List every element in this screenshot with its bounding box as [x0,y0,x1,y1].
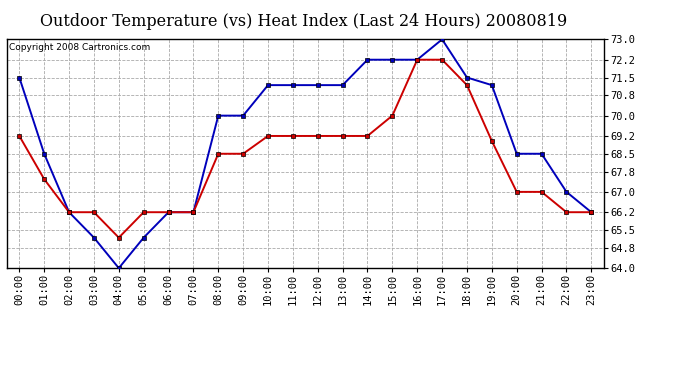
Text: Outdoor Temperature (vs) Heat Index (Last 24 Hours) 20080819: Outdoor Temperature (vs) Heat Index (Las… [40,13,567,30]
Text: Copyright 2008 Cartronics.com: Copyright 2008 Cartronics.com [9,43,150,52]
